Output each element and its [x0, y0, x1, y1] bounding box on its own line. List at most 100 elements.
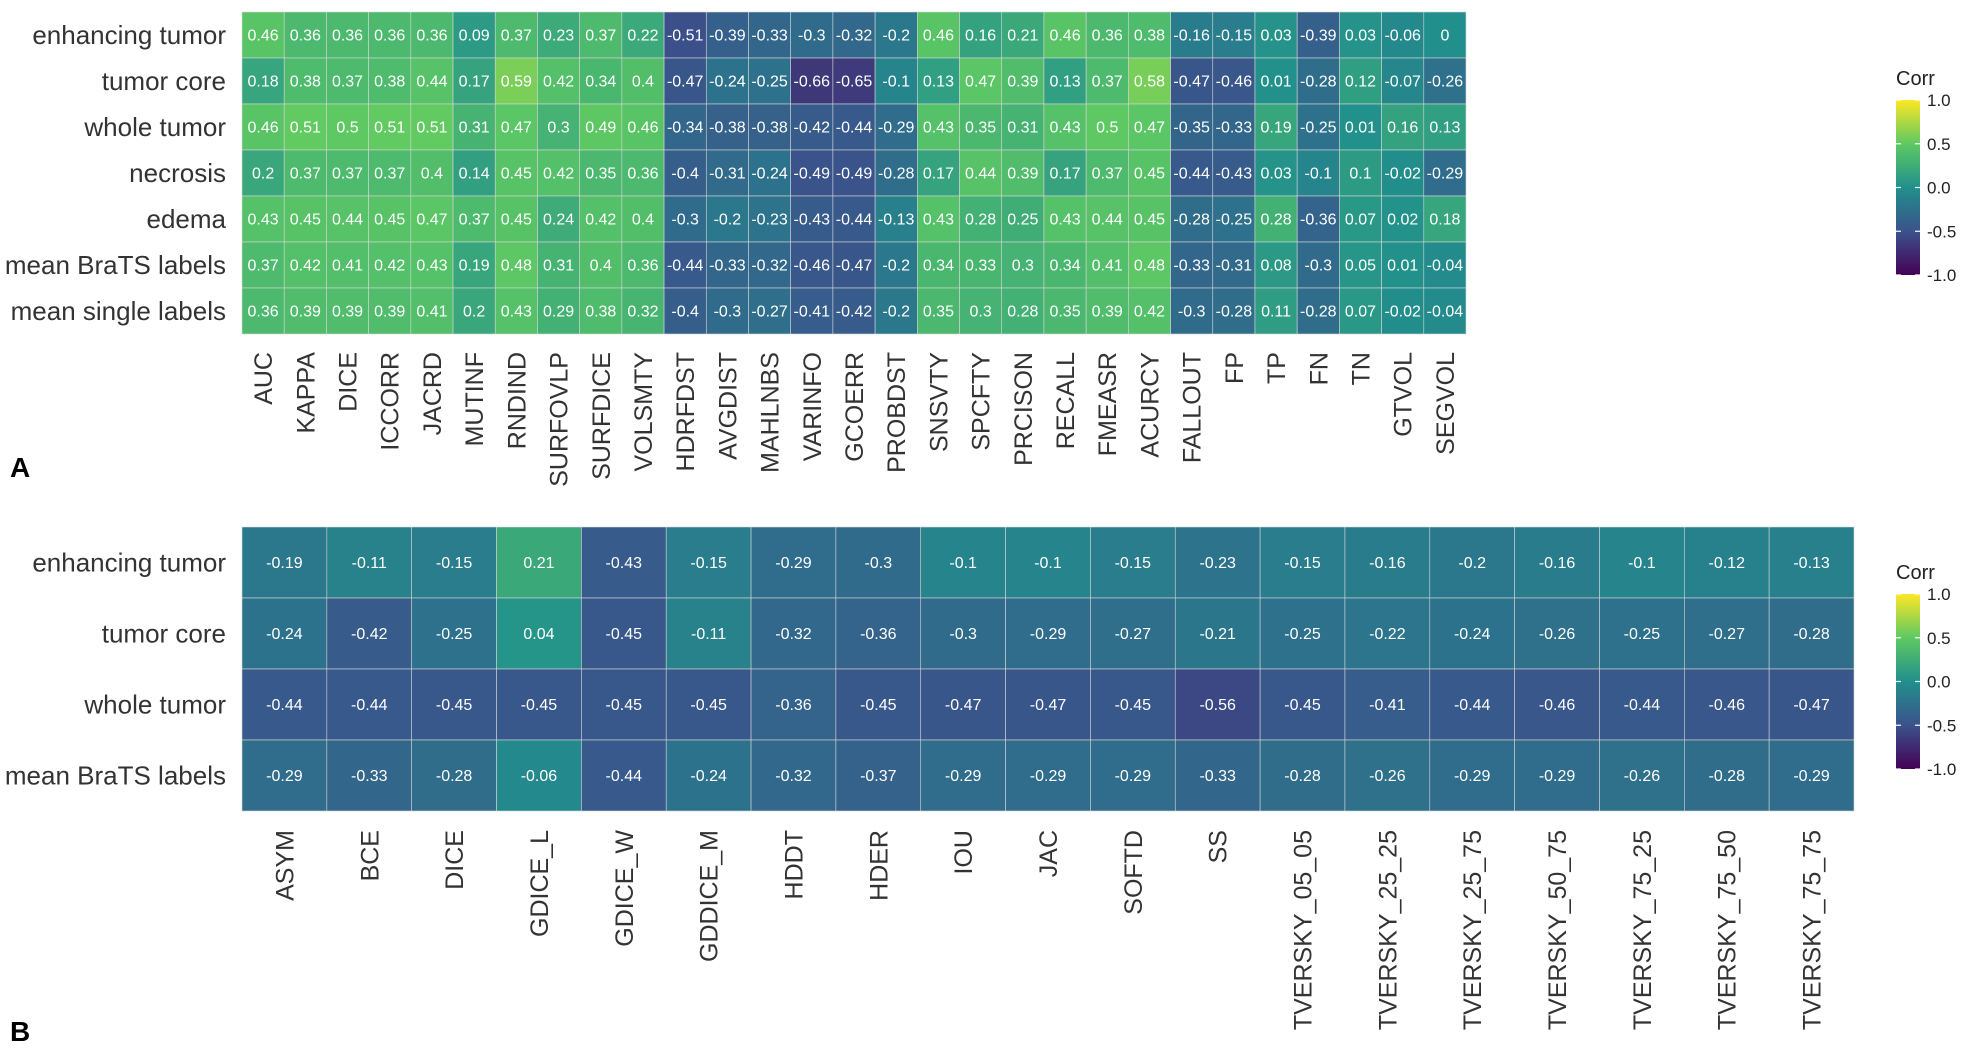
cell-value-label: 0.39: [332, 304, 363, 321]
heatmap-cell: [1339, 103, 1382, 151]
row-label: edema: [147, 204, 227, 234]
cell-value-label: -0.1: [882, 74, 910, 91]
cell-value-label: -0.04: [1427, 258, 1464, 275]
heatmap-cell: [1001, 195, 1045, 243]
cell-value-label: 0.36: [374, 28, 405, 45]
cell-value-label: -0.47: [667, 74, 704, 91]
cell-value-label: 0.59: [501, 74, 532, 91]
cell-value-label: 0.33: [965, 258, 996, 275]
cell-value-label: -0.3: [865, 555, 893, 572]
cell-value-label: -0.36: [860, 626, 897, 643]
cell-value-label: 0.46: [923, 28, 954, 45]
cell-value-label: 0.43: [248, 212, 279, 229]
heatmap-cell: [1423, 195, 1467, 243]
legend-tick-label: 1.0: [1927, 585, 1951, 604]
cell-value-label: -0.16: [1539, 555, 1576, 572]
cell-value-label: -0.28: [1709, 768, 1746, 785]
heatmap-cell: [790, 287, 834, 335]
row-label: whole tumor: [83, 112, 226, 142]
cell-value-label: -0.28: [1284, 768, 1321, 785]
heatmap-cell: [1090, 668, 1176, 741]
cell-value-label: -0.1: [949, 555, 977, 572]
cell-value-label: -0.28: [878, 166, 915, 183]
heatmap-cell: [748, 195, 791, 243]
cell-value-label: 0.17: [1049, 166, 1080, 183]
legend-tick-label: 0.5: [1927, 135, 1951, 154]
heatmap-cell: [410, 149, 454, 197]
heatmap-cell: [581, 668, 667, 741]
heatmap-cell: [1514, 668, 1600, 741]
cell-value-label: -0.3: [714, 304, 742, 321]
cell-value-label: -0.33: [351, 768, 388, 785]
heatmap-cell: [621, 241, 665, 289]
cell-value-label: 0.36: [416, 28, 447, 45]
column-label: TP: [1263, 352, 1291, 384]
heatmap-cell: [1296, 287, 1340, 335]
heatmap-cell: [496, 526, 582, 599]
heatmap-cell: [1344, 597, 1431, 670]
cell-value-label: 0.36: [332, 28, 363, 45]
cell-value-label: 0.45: [1134, 212, 1165, 229]
cell-value-label: 0.47: [1134, 120, 1165, 137]
cell-value-label: -0.45: [606, 626, 643, 643]
cell-value-label: 0.03: [1345, 28, 1376, 45]
cell-value-label: -0.47: [1793, 697, 1830, 714]
heatmap-cell: [832, 195, 876, 243]
cell-value-label: -0.29: [878, 120, 915, 137]
cell-value-label: 0.29: [543, 304, 574, 321]
cell-value-label: 0.45: [501, 212, 532, 229]
cell-value-label: 0.39: [1007, 74, 1038, 91]
cell-value-label: 0.37: [332, 74, 363, 91]
cell-value-label: -0.29: [1539, 768, 1576, 785]
cell-value-label: -0.11: [352, 555, 387, 572]
heatmap-cell: [705, 149, 749, 197]
column-label: BCE: [356, 830, 384, 881]
heatmap-cell: [1174, 668, 1261, 741]
heatmap-cell: [959, 241, 1003, 289]
heatmap-cell: [1768, 739, 1855, 812]
legend-tick-label: 0.0: [1927, 179, 1951, 198]
heatmap-cell: [241, 241, 285, 289]
cell-value-label: -0.04: [1427, 304, 1464, 321]
cell-value-label: 0.18: [1429, 212, 1460, 229]
row-label: necrosis: [129, 158, 226, 188]
cell-value-label: -0.16: [1369, 555, 1406, 572]
row-label: whole tumor: [83, 690, 226, 720]
heatmap-cell: [917, 57, 960, 105]
cell-value-label: 0.2: [463, 304, 485, 321]
heatmap-cell: [1170, 11, 1214, 59]
cell-value-label: -0.44: [1173, 166, 1210, 183]
heatmap-cell: [1423, 287, 1467, 335]
cell-value-label: -0.07: [1384, 74, 1421, 91]
heatmap-cell: [411, 597, 497, 670]
cell-value-label: -0.12: [1709, 555, 1746, 572]
cell-value-label: -0.28: [1793, 626, 1830, 643]
heatmap-cell: [537, 195, 580, 243]
heatmap-cell: [705, 241, 749, 289]
heatmap-cell: [917, 103, 960, 151]
heatmap-cell: [1514, 526, 1600, 599]
heatmap-cell: [1001, 287, 1045, 335]
heatmap-cell: [1254, 11, 1298, 59]
cell-value-label: -0.49: [794, 166, 831, 183]
heatmap-cell: [920, 739, 1006, 812]
cell-value-label: 0.41: [332, 258, 363, 275]
heatmap-cell: [621, 195, 665, 243]
heatmap-cell: [832, 149, 876, 197]
cell-value-label: 0.28: [965, 212, 996, 229]
heatmap-cell: [1381, 149, 1425, 197]
heatmap-cell: [410, 195, 454, 243]
cell-value-label: 0.35: [585, 166, 616, 183]
column-label: SS: [1205, 830, 1233, 863]
legend-tick-label: 1.0: [1927, 91, 1951, 110]
heatmap-cell: [241, 103, 285, 151]
cell-value-label: -0.29: [1030, 768, 1067, 785]
cell-value-label: -0.23: [1199, 555, 1236, 572]
column-label: SNSVTY: [925, 352, 953, 452]
cell-value-label: -0.45: [606, 697, 643, 714]
cell-value-label: -0.06: [1384, 28, 1421, 45]
heatmap-cell: [241, 11, 285, 59]
cell-value-label: -0.29: [266, 768, 303, 785]
heatmap-cell: [1212, 287, 1256, 335]
cell-value-label: 0.37: [501, 28, 532, 45]
